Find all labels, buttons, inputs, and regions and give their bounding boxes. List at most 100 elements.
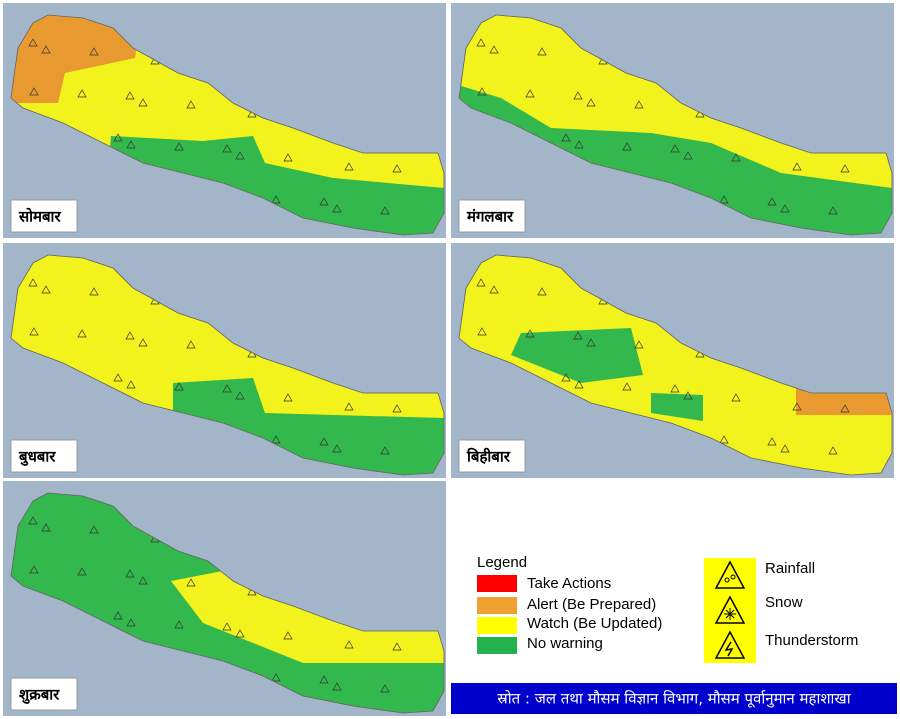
- hazard-icon: [28, 38, 38, 47]
- hazard-icon: [125, 91, 135, 100]
- swatch-red: [477, 575, 517, 592]
- hazard-icon: [138, 98, 148, 107]
- hazard-icon: [235, 629, 245, 638]
- map-panel: मंगलबार: [451, 3, 894, 238]
- hazard-icon: [174, 620, 184, 629]
- map-panel: बुधबार: [3, 243, 446, 478]
- hazard-icon: [392, 404, 402, 413]
- hazard-icon: [174, 142, 184, 151]
- hazard-icon: [28, 516, 38, 525]
- source-text: स्रोत : जल तथा मौसम विज्ञान विभाग, मौसम …: [497, 690, 851, 709]
- day-label: शुक्रबार: [19, 686, 60, 705]
- hazard-icon: [586, 98, 596, 107]
- hazard-icon: [332, 682, 342, 691]
- hazard-icon: [392, 642, 402, 651]
- hazard-icon: [828, 446, 838, 455]
- hazard-icon: [561, 373, 571, 382]
- hazard-icon: [840, 164, 850, 173]
- hazard-icon: [380, 446, 390, 455]
- hazard-icon: [477, 87, 487, 96]
- hazard-icon: [574, 380, 584, 389]
- hazard-icon: [89, 47, 99, 56]
- hazard-icon: [380, 684, 390, 693]
- hazard-icon: [271, 195, 281, 204]
- day-label: बुधबार: [18, 448, 56, 467]
- warning-area: [11, 15, 143, 103]
- day-label-box: [458, 439, 526, 473]
- hazard-icon: [477, 327, 487, 336]
- hazard-icon: [29, 327, 39, 336]
- swatch-green: [477, 637, 517, 654]
- hazard-icon: [77, 567, 87, 576]
- hazard-icon: [780, 444, 790, 453]
- hazard-icon: [41, 285, 51, 294]
- hazard-icon: [174, 382, 184, 391]
- hazard-icon: [683, 391, 693, 400]
- hazard-icon: [319, 197, 329, 206]
- hazard-icon: [28, 278, 38, 287]
- hazard-icon: [113, 373, 123, 382]
- hazard-icons: [704, 558, 756, 663]
- hazard-icon: [622, 382, 632, 391]
- hazard-icon: [489, 45, 499, 54]
- hazard-icon: [344, 162, 354, 171]
- hazard-icon: [186, 100, 196, 109]
- hazard-icon: [186, 340, 196, 349]
- hazard-icon: [719, 435, 729, 444]
- hazard-icon: [126, 618, 136, 627]
- hazard-icon: [89, 287, 99, 296]
- day-label-box: [10, 677, 78, 711]
- day-label-box: [458, 199, 526, 233]
- day-label-box: [10, 439, 78, 473]
- hazard-icon: [622, 142, 632, 151]
- hazard-icon: [186, 578, 196, 587]
- hazard-icon: [283, 631, 293, 640]
- hazard-icon: [222, 622, 232, 631]
- day-label: बिहीबार: [466, 448, 511, 466]
- hazard-icon: [271, 673, 281, 682]
- hazard-icon: [138, 576, 148, 585]
- hazard-icon: [731, 153, 741, 162]
- hazard-icon: [77, 89, 87, 98]
- hazard-icon: [767, 437, 777, 446]
- hazard-icon: [380, 206, 390, 215]
- hazard-icon: [573, 331, 583, 340]
- hazard-icon: [634, 340, 644, 349]
- day-label: सोमबार: [18, 208, 61, 226]
- hazard-icon: [125, 569, 135, 578]
- hazard-icon: [670, 144, 680, 153]
- map-panel: बिहीबार: [451, 243, 894, 478]
- hazard-icon: [573, 91, 583, 100]
- hazard-icon: [344, 640, 354, 649]
- hazard-icon: [392, 164, 402, 173]
- warning-area: [651, 393, 703, 421]
- hazard-icon: [476, 278, 486, 287]
- hazard-icon: [126, 380, 136, 389]
- hazard-icon: [683, 151, 693, 160]
- hazard-icon: [792, 402, 802, 411]
- hazard-icon: [283, 393, 293, 402]
- legend-item: Watch (Be Updated): [527, 615, 662, 632]
- hazard-icon: [476, 38, 486, 47]
- hazard-label: Rainfall: [765, 560, 815, 577]
- hazard-icon: [840, 404, 850, 413]
- hazard-icon: [125, 331, 135, 340]
- hazard-icon: [77, 329, 87, 338]
- map-panel: शुक्रबार: [3, 481, 446, 716]
- hazard-icon: [332, 444, 342, 453]
- hazard-icon: [525, 89, 535, 98]
- legend-item: Alert (Be Prepared): [527, 596, 656, 613]
- hazard-icon: [41, 523, 51, 532]
- hazard-icon: [235, 151, 245, 160]
- hazard-icon: [29, 87, 39, 96]
- hazard-label: Snow: [765, 594, 803, 611]
- hazard-icon: [344, 402, 354, 411]
- hazard-icon: [537, 47, 547, 56]
- source-bar: [451, 683, 897, 714]
- hazard-icon: [489, 285, 499, 294]
- hazard-icon: [332, 204, 342, 213]
- hazard-icon: [235, 391, 245, 400]
- hazard-icon: [271, 435, 281, 444]
- hazard-icon: [319, 675, 329, 684]
